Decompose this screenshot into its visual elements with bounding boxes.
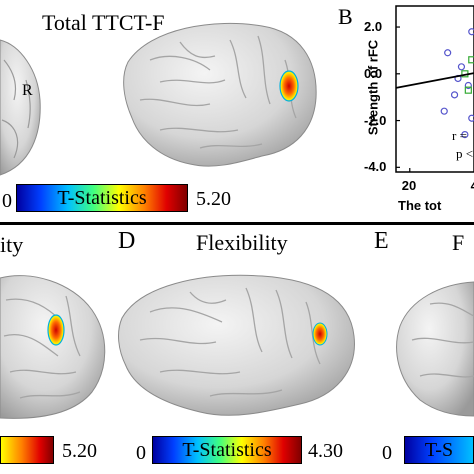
panel-letter-e: E (374, 228, 389, 254)
colorbar-top-max-label: 5.20 (196, 188, 231, 210)
title-panel-d: Flexibility (196, 230, 288, 255)
y-ticks (396, 26, 400, 168)
scatter-point-circle (468, 114, 474, 122)
scatter-stat-r: r = (452, 128, 467, 143)
section-divider (0, 222, 474, 225)
activation-blob-c (47, 314, 65, 346)
x-ticks (409, 168, 411, 172)
colorbar-c (0, 436, 54, 464)
brain-bottom-middle (118, 274, 355, 416)
brain-bottom-left (0, 275, 106, 419)
title-panel-c: ity (0, 232, 24, 257)
title-total-ttct-f: Total TTCT-F (42, 10, 165, 35)
scatter-point-circle (444, 49, 452, 57)
scatter-point-circle (468, 28, 474, 36)
scatter-plot (395, 5, 474, 173)
colorbar-d-min-label: 0 (136, 442, 146, 464)
colorbar-d-max-label: 4.30 (308, 440, 343, 462)
scatter-point-square (468, 56, 474, 64)
scatter-xlabel: The tot (398, 198, 442, 213)
fit-line (395, 72, 474, 89)
activation-blob-d (312, 322, 328, 346)
panel-letter-b: B (338, 4, 353, 29)
scatter-point-circle (440, 107, 448, 115)
colorbar-top: T-Statistics (16, 184, 188, 212)
scatter-point-circle (457, 63, 466, 71)
colorbar-c-max-label: 5.20 (62, 440, 97, 462)
scatter-x-tick-label: 20 (401, 178, 417, 193)
scatter-point-circle (464, 81, 472, 90)
colorbar-e: T-S (404, 436, 474, 464)
scatter-y-tick-label: 2.0 (364, 19, 383, 35)
colorbar-e-min-label: 0 (382, 442, 392, 464)
title-panel-e: F (452, 230, 465, 255)
brain-top-right (123, 22, 317, 167)
scatter-y-tick-label: 0.0 (364, 65, 383, 81)
scatter-plot-frame (395, 5, 474, 173)
scatter-point-circle (461, 130, 469, 139)
scatter-ylabel: Strength of rFC (365, 39, 381, 136)
colorbar-d-name: T-Statistics (182, 438, 272, 461)
brain-bottom-right (396, 281, 474, 417)
scatter-y-tick-label: -4.0 (364, 159, 387, 175)
colorbar-e-name: T-S (424, 438, 454, 461)
scatter-stat-p: p < (456, 146, 474, 161)
hemisphere-label: R (22, 82, 33, 99)
activation-blob-top (279, 70, 299, 102)
scatter-point-square (464, 86, 472, 94)
scatter-x-tick-label: 40 (471, 178, 474, 193)
colorbar-top-min-label: 0 (2, 190, 12, 212)
panel-letter-d: D (118, 228, 136, 254)
scatter-y-tick-label: -2.0 (364, 112, 387, 128)
colorbar-top-name: T-Statistics (57, 186, 147, 209)
colorbar-d: T-Statistics (152, 436, 302, 464)
brain-top-left (0, 39, 41, 176)
scatter-point-circle (450, 91, 459, 99)
